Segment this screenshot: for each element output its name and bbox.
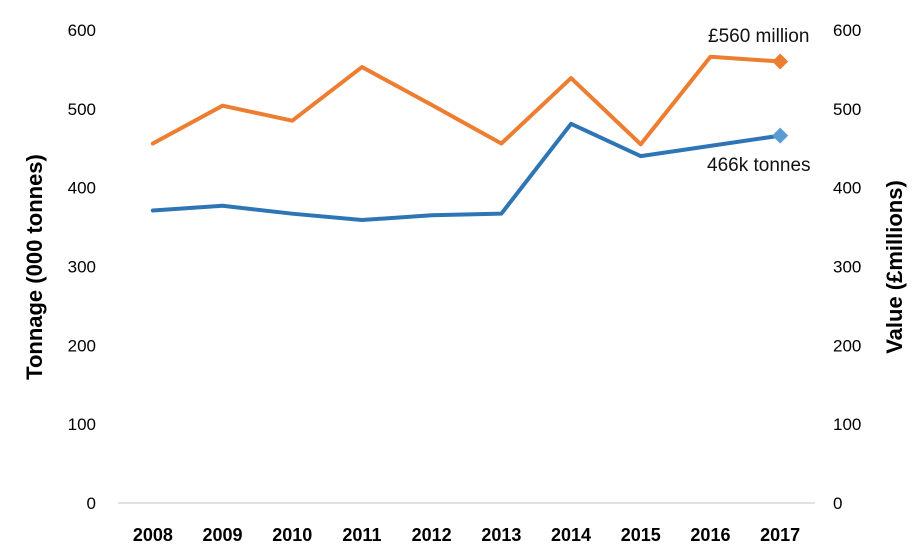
right-tick-label: 400	[833, 179, 861, 198]
left-tick-label: 300	[68, 258, 96, 277]
left-axis-title: Tonnage (000 tonnes)	[22, 154, 47, 380]
right-tick-label: 100	[833, 415, 861, 434]
left-tick-label: 100	[68, 415, 96, 434]
right-tick-label: 500	[833, 100, 861, 119]
series-layer	[150, 53, 789, 222]
x-tick-label: 2013	[481, 525, 521, 545]
left-axis-ticks: 0 100 200 300 400 500 600	[68, 21, 96, 513]
x-tick-label: 2008	[133, 525, 173, 545]
x-tick-label: 2012	[412, 525, 452, 545]
value-end-annotation: £560 million	[708, 26, 809, 47]
x-tick-label: 2011	[342, 525, 381, 545]
right-axis-title: Value (£millions)	[882, 180, 907, 354]
left-tick-label: 400	[68, 179, 96, 198]
x-tick-label: 2014	[551, 525, 591, 545]
right-tick-label: 600	[833, 21, 861, 40]
x-tick-label: 2009	[203, 525, 243, 545]
right-tick-label: 200	[833, 336, 861, 355]
x-tick-label: 2015	[621, 525, 661, 545]
right-tick-label: 300	[833, 258, 861, 277]
right-tick-label: 0	[833, 494, 842, 513]
tonnage-end-annotation: 466k tonnes	[707, 155, 811, 176]
value-end-marker	[772, 53, 789, 70]
left-tick-label: 200	[68, 336, 96, 355]
left-tick-label: 500	[68, 100, 96, 119]
x-tick-label: 2017	[760, 525, 800, 545]
tonnage-series-line	[150, 121, 783, 222]
right-axis-ticks: 0 100 200 300 400 500 600	[833, 21, 861, 513]
x-axis-ticks: 2008 2009 2010 2011 2012 2013 2014 2015 2016 2017	[133, 525, 800, 545]
left-tick-label: 0	[87, 494, 96, 513]
x-tick-label: 2016	[690, 525, 730, 545]
value-series-line	[150, 54, 783, 147]
tonnage-end-marker	[772, 127, 789, 144]
left-tick-label: 600	[68, 21, 96, 40]
x-tick-label: 2010	[272, 525, 312, 545]
